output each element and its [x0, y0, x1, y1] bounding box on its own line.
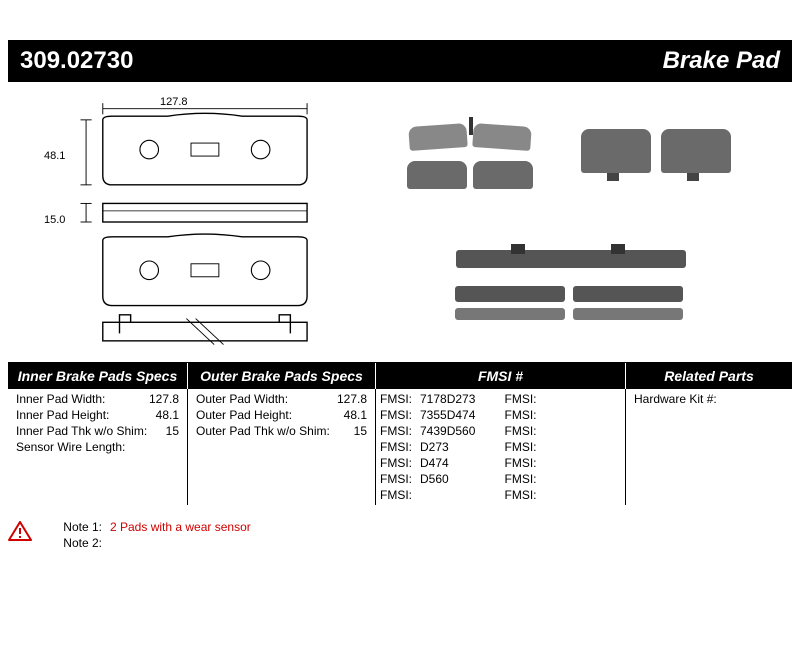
pad-set-large	[581, 125, 741, 205]
fmsi-label: FMSI:	[505, 488, 545, 502]
header-bar: 309.02730 Brake Pad	[8, 40, 792, 82]
fmsi-label: FMSI:	[380, 456, 420, 470]
specs-body-row: Inner Pad Width: 127.8 Inner Pad Height: 4…	[8, 389, 792, 505]
fmsi-value: D474	[420, 456, 449, 470]
note-lines: Note 1: 2 Pads with a wear sensor Note 2…	[40, 519, 251, 551]
spec-label: Sensor Wire Length:	[16, 440, 125, 454]
related-label: Hardware Kit #:	[634, 392, 717, 406]
product-name: Brake Pad	[663, 47, 780, 75]
fmsi-label: FMSI:	[505, 408, 545, 422]
inner-specs: Inner Pad Width: 127.8 Inner Pad Height: 4…	[8, 389, 188, 505]
fmsi-label: FMSI:	[380, 440, 420, 454]
fmsi-label: FMSI:	[505, 456, 545, 470]
part-number: 309.02730	[20, 47, 133, 75]
fmsi-label: FMSI:	[505, 472, 545, 486]
dim-width-label: 127.8	[160, 96, 188, 108]
drawing-svg	[20, 92, 362, 352]
notes-area: Note 1: 2 Pads with a wear sensor Note 2…	[8, 519, 792, 551]
specs-header-inner: Inner Brake Pads Specs	[8, 363, 188, 389]
fmsi-value: 7178D273	[420, 392, 475, 406]
note2-label: Note 2:	[40, 536, 110, 550]
fmsi-label: FMSI:	[380, 392, 420, 406]
spec-label: Outer Pad Width:	[196, 392, 288, 406]
fmsi-col-right: FMSI: FMSI: FMSI: FMSI: FMSI: FMSI: FMSI…	[501, 389, 626, 505]
specs-header-fmsi: FMSI #	[376, 363, 626, 389]
specs-header-row: Inner Brake Pads Specs Outer Brake Pads …	[8, 363, 792, 389]
warning-icon	[8, 521, 32, 541]
fmsi-col-left: FMSI:7178D273 FMSI:7355D474 FMSI:7439D56…	[376, 389, 501, 505]
fmsi-section: FMSI:7178D273 FMSI:7355D474 FMSI:7439D56…	[376, 389, 626, 505]
dim-thickness-label: 15.0	[44, 214, 65, 226]
fmsi-value: 7439D560	[420, 424, 475, 438]
spec-value: 15	[348, 424, 367, 438]
fmsi-label: FMSI:	[505, 392, 545, 406]
fmsi-label: FMSI:	[380, 472, 420, 486]
technical-drawing: 127.8	[20, 92, 362, 352]
spec-value: 15	[160, 424, 179, 438]
fmsi-value: D560	[420, 472, 449, 486]
fmsi-label: FMSI:	[505, 424, 545, 438]
spec-value: 48.1	[338, 408, 367, 422]
spec-value	[173, 440, 179, 454]
pad-profiles	[451, 250, 691, 330]
outer-specs: Outer Pad Width: 127.8 Outer Pad Height: 4…	[188, 389, 376, 505]
fmsi-value: 7355D474	[420, 408, 475, 422]
spec-label: Outer Pad Height:	[196, 408, 292, 422]
spec-value: 127.8	[143, 392, 179, 406]
specs-header-related: Related Parts	[626, 363, 792, 389]
fmsi-value: D273	[420, 440, 449, 454]
spec-value: 127.8	[331, 392, 367, 406]
fmsi-label: FMSI:	[380, 488, 420, 502]
note1-label: Note 1:	[40, 520, 110, 534]
spec-label: Inner Pad Thk w/o Shim:	[16, 424, 147, 438]
related-parts: Hardware Kit #:	[626, 389, 792, 505]
related-value	[778, 392, 784, 406]
spec-label: Inner Pad Height:	[16, 408, 109, 422]
fmsi-label: FMSI:	[505, 440, 545, 454]
pad-set-small	[401, 125, 541, 205]
fmsi-label: FMSI:	[380, 408, 420, 422]
spec-label: Outer Pad Thk w/o Shim:	[196, 424, 330, 438]
product-photos	[362, 92, 780, 352]
spec-value: 48.1	[150, 408, 179, 422]
spec-label: Inner Pad Width:	[16, 392, 105, 406]
fmsi-label: FMSI:	[380, 424, 420, 438]
note1-text: 2 Pads with a wear sensor	[110, 520, 251, 534]
specs-header-outer: Outer Brake Pads Specs	[188, 363, 376, 389]
dim-height-label: 48.1	[44, 150, 65, 162]
diagram-area: 127.8	[0, 82, 800, 362]
